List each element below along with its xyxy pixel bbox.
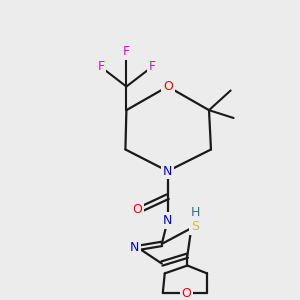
Text: F: F	[97, 60, 104, 74]
Text: N: N	[163, 165, 172, 178]
Text: F: F	[148, 60, 155, 74]
Text: O: O	[132, 203, 142, 216]
Text: O: O	[182, 286, 191, 300]
Text: F: F	[123, 45, 130, 58]
Text: N: N	[130, 241, 139, 254]
Text: H: H	[190, 206, 200, 219]
Text: S: S	[191, 220, 199, 233]
Text: O: O	[163, 80, 172, 93]
Text: N: N	[163, 214, 172, 227]
